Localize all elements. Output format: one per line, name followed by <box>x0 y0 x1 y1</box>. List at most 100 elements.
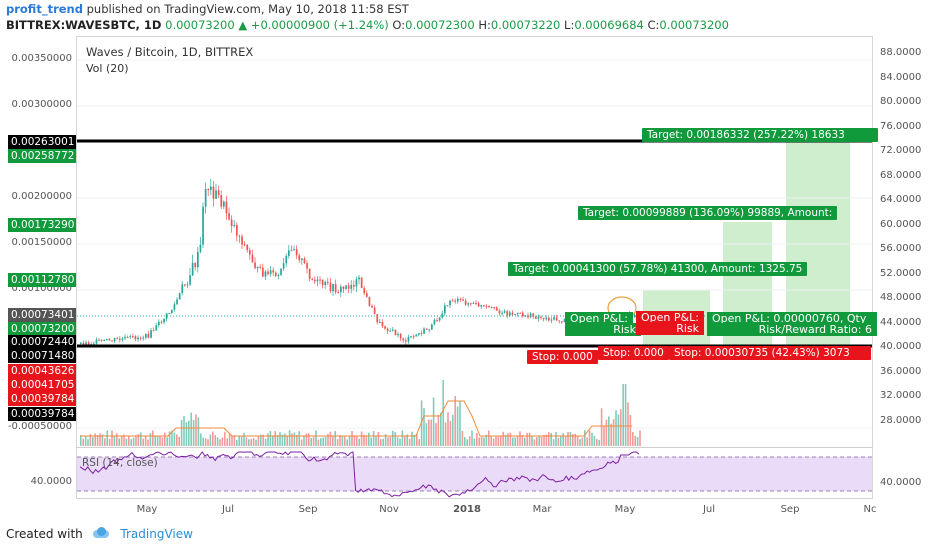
volume-bar <box>80 435 82 446</box>
candle-body <box>438 317 441 321</box>
candle-body <box>420 333 423 335</box>
volume-bar <box>94 433 96 446</box>
volume-bar <box>444 422 447 446</box>
candle-body <box>368 296 371 306</box>
candle-body <box>537 316 540 319</box>
candle-body <box>511 312 514 315</box>
volume-bar <box>399 438 401 446</box>
volume-bar <box>130 439 132 446</box>
price-axis-label: 0.00258772 <box>8 149 76 163</box>
candle-body <box>269 270 272 275</box>
candle-body <box>501 312 503 314</box>
price-change: ▲ +0.00000900 (+1.24%) <box>238 18 389 32</box>
volume-bar <box>387 437 389 446</box>
volume-bar <box>615 410 617 446</box>
candle-body <box>350 284 353 289</box>
volume-bar <box>408 438 411 446</box>
volume-bar <box>144 435 147 446</box>
volume-bar <box>188 420 190 446</box>
candle-body <box>535 316 537 319</box>
volume-bar <box>545 434 548 446</box>
volume-bar <box>365 436 368 446</box>
price-axis-label: 0.00073401 <box>8 308 76 322</box>
volume-bar <box>118 438 120 446</box>
chart-pane[interactable] <box>76 36 873 499</box>
candle-body <box>340 286 342 293</box>
tradingview-brand[interactable]: TradingView <box>120 527 193 541</box>
volume-bar <box>557 437 560 446</box>
candle-body <box>314 279 316 282</box>
volume-bar <box>291 433 293 446</box>
volume-bar <box>269 430 272 446</box>
volume-bar <box>610 423 612 446</box>
volume-bar <box>317 439 320 446</box>
candle-body <box>446 305 449 307</box>
rsi-legend: RSI (14, close) <box>82 457 158 469</box>
candle-body <box>493 307 496 309</box>
volume-bar <box>120 435 123 446</box>
price-tick-label: 0.00350000 <box>11 53 72 64</box>
volume-bar <box>360 431 363 446</box>
stop-label-2: Stop: 0.000 <box>598 346 669 360</box>
volume-bar <box>608 416 610 446</box>
candle-body <box>306 263 308 269</box>
candle-body <box>277 274 280 276</box>
volume-bar <box>200 433 202 446</box>
volume-bar <box>248 439 250 446</box>
candle-body <box>303 258 306 264</box>
volume-bar <box>308 433 310 446</box>
volume-bar <box>240 436 243 446</box>
right-axis-tick: 76.0000 <box>880 120 922 132</box>
candle-body <box>402 338 405 341</box>
volume-bar <box>528 432 531 446</box>
volume-bar <box>449 421 452 446</box>
candle-body <box>103 339 106 341</box>
volume-bar <box>279 432 281 446</box>
volume-bar <box>161 437 164 446</box>
candle-body <box>373 307 376 315</box>
candle-body <box>280 268 282 275</box>
volume-bar <box>322 437 324 446</box>
volume-bar <box>488 430 490 446</box>
candle-body <box>137 337 139 340</box>
candle-body <box>329 282 332 292</box>
price-axis-label: 0.00112780 <box>8 273 76 287</box>
volume-bar <box>212 431 214 446</box>
volume-bar <box>598 439 600 446</box>
candle-body <box>210 186 212 190</box>
candle-body <box>399 333 402 339</box>
author-link[interactable]: profit_trend <box>6 2 83 16</box>
right-axis-tick: 80.0000 <box>880 96 922 107</box>
volume-bar <box>111 430 113 446</box>
volume-bar <box>89 434 92 446</box>
candle-body <box>550 319 553 321</box>
candle-body <box>243 244 246 246</box>
volume-bar <box>257 435 260 446</box>
volume-bar <box>632 432 634 446</box>
candle-body <box>223 201 225 207</box>
volume-bar <box>82 438 84 446</box>
time-tick-label: May <box>136 504 158 515</box>
pane-separator[interactable] <box>76 447 873 448</box>
volume-bar <box>466 439 468 446</box>
candle-body <box>202 206 204 245</box>
volume-bar <box>430 419 432 446</box>
candle-body <box>142 337 145 339</box>
target-label-1: Target: 0.00041300 (57.78%) 41300, Amoun… <box>508 262 808 276</box>
volume-bar <box>416 433 418 446</box>
volume-bar <box>149 433 152 446</box>
candle-body <box>106 339 108 341</box>
volume-bar <box>125 438 128 446</box>
volume-bar <box>226 438 228 446</box>
volume-bar <box>572 434 574 446</box>
candle-body <box>319 279 321 281</box>
candle-body <box>477 303 480 307</box>
volume-bar <box>293 432 296 446</box>
time-tick-label: Jul <box>221 504 235 515</box>
volume-bar <box>166 437 168 446</box>
candle-body <box>540 316 542 318</box>
volume-bar <box>260 434 262 446</box>
volume-bar <box>593 436 596 446</box>
volume-ma-line <box>80 400 632 437</box>
candle-body <box>431 324 433 330</box>
